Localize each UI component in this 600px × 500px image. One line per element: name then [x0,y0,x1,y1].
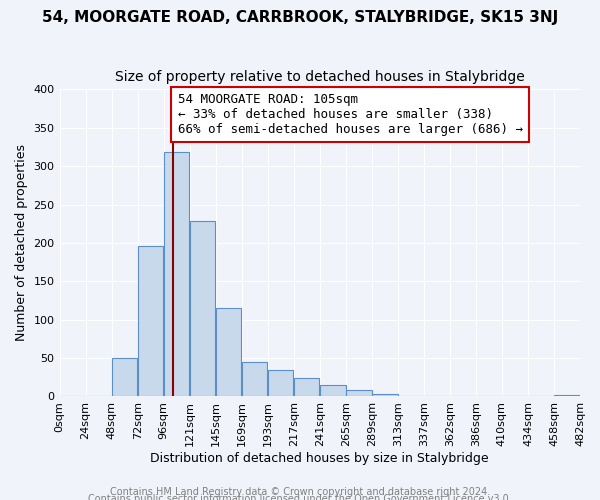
Bar [190,222,215,396]
Bar [216,308,241,396]
Y-axis label: Number of detached properties: Number of detached properties [15,144,28,342]
Bar [138,246,163,396]
Bar [268,370,293,396]
Title: Size of property relative to detached houses in Stalybridge: Size of property relative to detached ho… [115,70,524,84]
Text: Contains public sector information licensed under the Open Government Licence v3: Contains public sector information licen… [88,494,512,500]
Bar [346,390,371,396]
Bar [294,378,319,396]
Bar [372,394,398,396]
Bar [112,358,137,397]
Bar [320,385,346,396]
Text: 54 MOORGATE ROAD: 105sqm
← 33% of detached houses are smaller (338)
66% of semi-: 54 MOORGATE ROAD: 105sqm ← 33% of detach… [178,93,523,136]
Bar [554,395,580,396]
Bar [164,152,190,396]
Text: 54, MOORGATE ROAD, CARRBROOK, STALYBRIDGE, SK15 3NJ: 54, MOORGATE ROAD, CARRBROOK, STALYBRIDG… [42,10,558,25]
X-axis label: Distribution of detached houses by size in Stalybridge: Distribution of detached houses by size … [151,452,489,465]
Text: Contains HM Land Registry data © Crown copyright and database right 2024.: Contains HM Land Registry data © Crown c… [110,487,490,497]
Bar [242,362,268,396]
